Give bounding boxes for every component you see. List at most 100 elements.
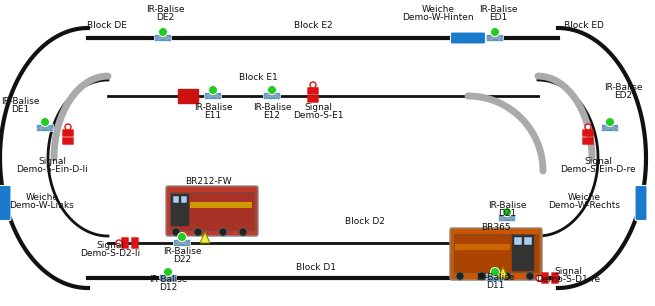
FancyBboxPatch shape: [166, 186, 258, 236]
Text: IR-Balise: IR-Balise: [479, 6, 517, 14]
Text: Block DE: Block DE: [87, 21, 127, 31]
Text: BR365: BR365: [481, 223, 511, 233]
FancyBboxPatch shape: [601, 125, 618, 132]
FancyBboxPatch shape: [635, 185, 647, 221]
Bar: [178, 89, 198, 103]
Bar: [512, 235, 534, 271]
Bar: [455, 244, 510, 250]
Text: Demo-S-Ein-D-re: Demo-S-Ein-D-re: [560, 166, 636, 174]
FancyBboxPatch shape: [155, 35, 172, 42]
Text: Demo-W-Rechts: Demo-W-Rechts: [548, 201, 620, 211]
Text: ED2: ED2: [614, 91, 632, 100]
Text: Demo-S-Ein-D-li: Demo-S-Ein-D-li: [16, 166, 88, 174]
Text: Weiche: Weiche: [422, 6, 455, 14]
FancyBboxPatch shape: [62, 129, 73, 136]
Circle shape: [239, 228, 247, 236]
Text: Signal: Signal: [554, 267, 582, 277]
Text: E11: E11: [204, 111, 221, 121]
FancyBboxPatch shape: [132, 237, 138, 248]
Text: Block ED: Block ED: [564, 21, 604, 31]
Bar: [514, 237, 522, 245]
Text: D21: D21: [498, 208, 516, 218]
Text: Block D1: Block D1: [296, 263, 336, 273]
Circle shape: [178, 233, 187, 241]
Text: Demo-W-Hinten: Demo-W-Hinten: [402, 13, 474, 23]
Text: Block D2: Block D2: [345, 218, 385, 226]
Text: Signal: Signal: [38, 158, 66, 166]
Text: IR-Balise: IR-Balise: [1, 98, 39, 106]
Text: IR-Balise: IR-Balise: [604, 84, 643, 92]
Bar: [181, 196, 187, 203]
FancyBboxPatch shape: [0, 185, 11, 221]
FancyBboxPatch shape: [498, 215, 515, 222]
FancyBboxPatch shape: [487, 35, 504, 42]
Circle shape: [526, 272, 534, 280]
Polygon shape: [498, 267, 508, 278]
Text: Signal: Signal: [96, 241, 124, 251]
Circle shape: [503, 272, 511, 280]
Text: Signal: Signal: [584, 158, 612, 166]
FancyBboxPatch shape: [307, 88, 318, 95]
Circle shape: [164, 267, 172, 277]
FancyBboxPatch shape: [263, 92, 280, 99]
FancyBboxPatch shape: [582, 129, 593, 136]
Text: IR-Balise: IR-Balise: [488, 200, 526, 210]
Text: IR-Balise: IR-Balise: [194, 103, 233, 113]
Circle shape: [491, 267, 500, 277]
Circle shape: [159, 28, 168, 36]
Text: DE1: DE1: [11, 106, 29, 114]
FancyBboxPatch shape: [204, 92, 221, 99]
Polygon shape: [200, 232, 210, 243]
Circle shape: [194, 228, 202, 236]
Circle shape: [41, 118, 50, 126]
Text: IR-Balise: IR-Balise: [253, 103, 291, 113]
Circle shape: [116, 240, 122, 246]
Text: Demo-S-E1: Demo-S-E1: [293, 111, 343, 121]
Text: Block E1: Block E1: [238, 73, 277, 83]
FancyBboxPatch shape: [582, 137, 593, 144]
Text: IR-Balise: IR-Balise: [146, 6, 184, 14]
Text: D11: D11: [486, 282, 504, 290]
Circle shape: [536, 275, 542, 281]
Text: Weiche: Weiche: [26, 193, 58, 203]
Text: IR-Balise: IR-Balise: [149, 275, 187, 285]
Circle shape: [605, 118, 614, 126]
FancyBboxPatch shape: [450, 228, 542, 280]
Circle shape: [208, 85, 217, 95]
Circle shape: [585, 124, 591, 130]
FancyBboxPatch shape: [174, 240, 191, 247]
Text: D22: D22: [173, 256, 191, 264]
Circle shape: [502, 207, 512, 217]
Bar: [173, 196, 179, 203]
Text: Weiche: Weiche: [567, 193, 601, 203]
Circle shape: [172, 228, 180, 236]
Circle shape: [478, 272, 486, 280]
FancyBboxPatch shape: [121, 237, 128, 248]
FancyBboxPatch shape: [307, 95, 318, 103]
Text: BR212-FW: BR212-FW: [185, 177, 231, 186]
Text: IR-Balise: IR-Balise: [476, 274, 514, 282]
FancyBboxPatch shape: [542, 273, 548, 283]
Circle shape: [310, 82, 316, 88]
Text: ED1: ED1: [489, 13, 507, 23]
Bar: [171, 194, 189, 226]
Text: IR-Balise: IR-Balise: [162, 248, 201, 256]
Text: E12: E12: [263, 111, 280, 121]
Circle shape: [456, 272, 464, 280]
Bar: [454, 234, 538, 272]
FancyBboxPatch shape: [37, 125, 54, 132]
Circle shape: [267, 85, 276, 95]
Text: DE2: DE2: [156, 13, 174, 23]
FancyBboxPatch shape: [160, 274, 176, 282]
Circle shape: [219, 228, 227, 236]
FancyBboxPatch shape: [451, 32, 485, 44]
Text: Block E2: Block E2: [293, 21, 332, 31]
FancyBboxPatch shape: [487, 274, 504, 282]
Circle shape: [502, 207, 512, 217]
FancyBboxPatch shape: [498, 215, 515, 222]
Bar: [170, 192, 254, 230]
Bar: [190, 202, 252, 208]
Text: Demo-S-D2-li: Demo-S-D2-li: [80, 249, 140, 259]
Text: Demo-S-D1-re: Demo-S-D1-re: [536, 275, 600, 285]
FancyBboxPatch shape: [552, 273, 559, 283]
